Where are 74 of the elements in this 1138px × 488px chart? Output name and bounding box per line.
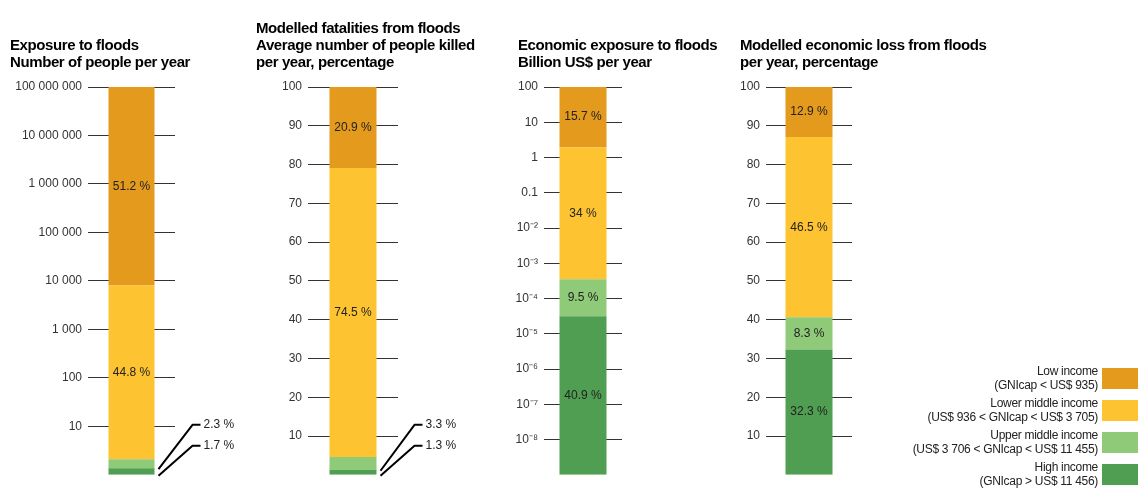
y-tick-label: 60 — [746, 234, 761, 249]
chart-title: Exposure to floods — [10, 36, 140, 53]
data-label: 12.9 % — [790, 104, 829, 119]
y-tick-label: 10⁻⁵ — [515, 326, 539, 341]
y-tick-label: 10 000 000 — [21, 127, 83, 142]
y-tick-label: 10 — [746, 428, 761, 443]
y-tick-label: 1 000 — [51, 321, 83, 336]
y-tick-label: 10⁻³ — [516, 255, 538, 270]
y-tick-label: 60 — [288, 234, 303, 249]
chart-subtitle: Billion US$ per year — [518, 53, 652, 70]
y-tick-label: 10⁻⁶ — [515, 361, 539, 376]
y-tick-label: 10 — [288, 428, 303, 443]
bar — [785, 317, 833, 350]
chart-title: Economic exposure to floods — [518, 36, 718, 53]
data-label: 46.5 % — [790, 219, 829, 234]
y-tick-label: 90 — [746, 118, 761, 133]
y-tick-label: 100 000 — [38, 224, 83, 239]
bar — [785, 349, 833, 475]
y-tick-label: 80 — [746, 156, 761, 171]
y-tick-label: 50 — [746, 273, 761, 288]
data-label: 15.7 % — [564, 109, 603, 124]
y-tick-label: 10⁻⁴ — [515, 290, 538, 305]
chart-title: Modelled economic loss from floods — [740, 36, 988, 53]
y-tick-label: 100 — [739, 79, 761, 94]
chart-subtitle: Average number of people killed per year, percentage — [256, 36, 476, 70]
data-label: 44.8 % — [112, 364, 151, 379]
y-tick-label: 10 000 — [45, 273, 83, 288]
data-label: 74.5 % — [334, 304, 373, 319]
data-label: 8.3 % — [793, 325, 825, 340]
legend-label: Upper middle income (US$ 3 706 < GNIcap < US$ 11 455) — [912, 428, 1098, 456]
y-tick-label: 1 — [531, 149, 539, 164]
data-label: 40.9 % — [564, 387, 603, 402]
y-tick-label: 10 — [68, 418, 83, 433]
y-tick-label: 10⁻⁷ — [516, 396, 538, 411]
legend-label: High income (GNIcap > US$ 11 456) — [979, 460, 1098, 488]
data-label: 3.3 % — [425, 417, 457, 432]
y-tick-label: 90 — [288, 118, 303, 133]
y-tick-label: 100 — [517, 79, 539, 94]
y-tick-label: 10 — [524, 114, 539, 129]
y-tick-label: 70 — [746, 195, 761, 210]
legend-label: Low income (GNIcap < US$ 935) — [994, 364, 1098, 392]
y-tick-label: 50 — [288, 273, 303, 288]
y-tick-label: 100 — [281, 79, 303, 94]
data-label: 34 % — [569, 205, 597, 220]
bar — [329, 168, 377, 457]
bar — [785, 137, 833, 318]
bar — [329, 456, 377, 470]
data-label: 9.5 % — [567, 290, 599, 305]
y-tick-label: 30 — [746, 350, 761, 365]
y-tick-label: 70 — [288, 195, 303, 210]
y-tick-label: 80 — [288, 156, 303, 171]
data-label: 1.3 % — [425, 438, 457, 453]
y-tick-label: 40 — [288, 311, 303, 326]
legend-label: Lower middle income (US$ 936 < GNIcap < US$ 3 705) — [927, 396, 1098, 424]
chart-title: Modelled fatalities from floods — [256, 19, 462, 36]
data-label: 1.7 % — [203, 438, 235, 453]
y-tick-label: 10⁻² — [516, 220, 538, 235]
y-tick-label: 30 — [288, 350, 303, 365]
y-tick-label: 0.1 — [521, 185, 539, 200]
y-tick-label: 40 — [746, 311, 761, 326]
bar — [785, 87, 833, 138]
data-label: 2.3 % — [203, 417, 235, 432]
y-tick-label: 100 — [61, 370, 83, 385]
y-tick-label: 100 000 000 — [15, 79, 83, 94]
data-label: 20.9 % — [334, 119, 373, 134]
data-label: 32.3 % — [790, 404, 829, 419]
y-tick-label: 20 — [288, 389, 303, 404]
bar — [329, 87, 377, 169]
y-tick-label: 10⁻⁸ — [515, 431, 538, 446]
y-tick-label: 20 — [746, 389, 761, 404]
chart-subtitle: per year, percentage — [740, 53, 879, 70]
data-label: 51.2 % — [112, 178, 151, 193]
chart-subtitle: Number of people per year — [10, 53, 192, 70]
y-tick-label: 1 000 000 — [28, 176, 83, 191]
